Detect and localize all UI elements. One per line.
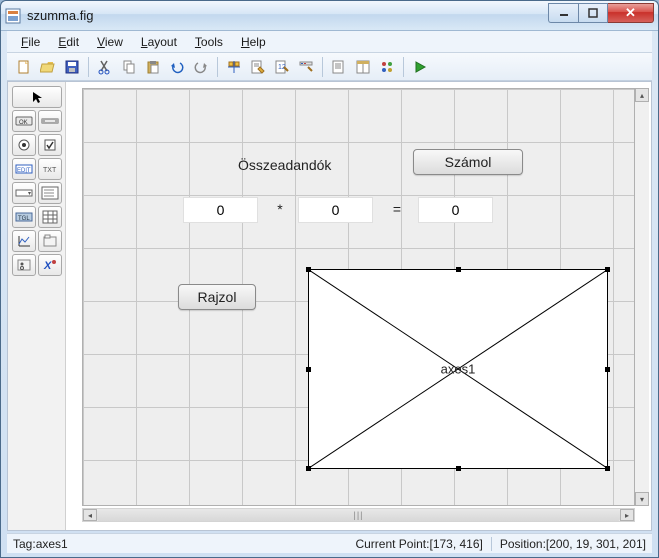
status-currentpoint-value: [173, 416]	[429, 537, 482, 551]
scroll-right-icon[interactable]: ▸	[620, 509, 634, 521]
status-tag-value: axes1	[36, 537, 68, 551]
panel-tool[interactable]	[38, 230, 62, 252]
scroll-down-icon[interactable]: ▾	[635, 492, 649, 506]
table-tool[interactable]	[38, 206, 62, 228]
editor-menu-icon[interactable]	[247, 56, 269, 78]
toolbar-editor-icon[interactable]	[295, 56, 317, 78]
run-icon[interactable]	[409, 56, 431, 78]
axes-tool[interactable]	[12, 230, 36, 252]
select-tool[interactable]	[12, 86, 62, 108]
svg-text:TGL: TGL	[18, 216, 30, 222]
undo-icon[interactable]	[166, 56, 188, 78]
mfile-icon[interactable]	[328, 56, 350, 78]
object-browser-icon[interactable]	[376, 56, 398, 78]
menu-file[interactable]: File	[13, 33, 48, 51]
axes-placeholder[interactable]: axes1	[308, 269, 608, 469]
toolbar-sep	[217, 57, 218, 77]
title-label: Összeadandók	[238, 157, 331, 173]
radiobutton-tool[interactable]	[12, 134, 36, 156]
status-position-value: [200, 19, 301, 201]	[546, 537, 646, 551]
status-position-label: Position:	[500, 537, 546, 551]
slider-tool[interactable]	[38, 110, 62, 132]
titlebar: szumma.fig ✕	[1, 1, 658, 31]
toolbar-sep	[403, 57, 404, 77]
client-area: OK ED|T TXT TGL	[7, 81, 652, 531]
multiply-label: *	[273, 201, 287, 217]
edit-field-2[interactable]: 0	[298, 197, 373, 223]
activex-tool[interactable]: X	[38, 254, 62, 276]
edittext-tool[interactable]: ED|T	[12, 158, 36, 180]
result-field[interactable]: 0	[418, 197, 493, 223]
save-icon[interactable]	[61, 56, 83, 78]
statusbar: Tag: axes1 Current Point: [173, 416] Pos…	[7, 533, 652, 553]
status-currentpoint-label: Current Point:	[355, 537, 429, 551]
menu-layout[interactable]: Layout	[133, 33, 185, 51]
cut-icon[interactable]	[94, 56, 116, 78]
close-button[interactable]: ✕	[608, 3, 654, 23]
listbox-tool[interactable]	[38, 182, 62, 204]
menu-edit[interactable]: Edit	[50, 33, 87, 51]
scroll-grip-icon: |||	[353, 510, 363, 520]
status-tag-label: Tag:	[13, 537, 36, 551]
checkbox-tool[interactable]	[38, 134, 62, 156]
app-icon	[5, 8, 21, 24]
svg-text:OK: OK	[19, 120, 28, 126]
edit-field-1[interactable]: 0	[183, 197, 258, 223]
maximize-button[interactable]	[578, 3, 608, 23]
equals-label: =	[390, 201, 404, 217]
component-palette: OK ED|T TXT TGL	[8, 82, 66, 530]
property-inspector-icon[interactable]	[352, 56, 374, 78]
draw-button[interactable]: Rajzol	[178, 284, 256, 310]
buttongroup-tool[interactable]	[12, 254, 36, 276]
scroll-up-icon[interactable]: ▴	[635, 88, 649, 102]
menu-view[interactable]: View	[89, 33, 131, 51]
menu-tools[interactable]: Tools	[187, 33, 231, 51]
app-window: szumma.fig ✕ File Edit View Layout Tools…	[0, 0, 659, 558]
align-icon[interactable]	[223, 56, 245, 78]
svg-text:ED|T: ED|T	[17, 168, 31, 174]
toolbar: 12	[7, 53, 652, 81]
menu-help[interactable]: Help	[233, 33, 274, 51]
compute-button[interactable]: Számol	[413, 149, 523, 175]
design-canvas-wrap: Összeadandók Számol 0 * 0 = 0 Rajzol axe…	[66, 82, 651, 530]
svg-text:X: X	[43, 260, 52, 272]
design-canvas[interactable]: Összeadandók Számol 0 * 0 = 0 Rajzol axe…	[82, 88, 635, 506]
scroll-left-icon[interactable]: ◂	[83, 509, 97, 521]
tab-order-icon[interactable]: 12	[271, 56, 293, 78]
popupmenu-tool[interactable]	[12, 182, 36, 204]
toolbar-sep	[88, 57, 89, 77]
minimize-button[interactable]	[548, 3, 578, 23]
paste-icon[interactable]	[142, 56, 164, 78]
horizontal-scrollbar[interactable]: ◂ ||| ▸	[82, 508, 635, 522]
toolbar-sep	[322, 57, 323, 77]
menubar: File Edit View Layout Tools Help	[7, 31, 652, 53]
pushbutton-tool[interactable]: OK	[12, 110, 36, 132]
open-icon[interactable]	[37, 56, 59, 78]
copy-icon[interactable]	[118, 56, 140, 78]
statictext-tool[interactable]: TXT	[38, 158, 62, 180]
window-title: szumma.fig	[27, 8, 548, 23]
togglebutton-tool[interactable]: TGL	[12, 206, 36, 228]
vertical-scrollbar[interactable]: ▴ ▾	[635, 88, 649, 506]
svg-text:TXT: TXT	[43, 167, 57, 174]
new-icon[interactable]	[13, 56, 35, 78]
axes-label: axes1	[441, 362, 476, 377]
redo-icon[interactable]	[190, 56, 212, 78]
